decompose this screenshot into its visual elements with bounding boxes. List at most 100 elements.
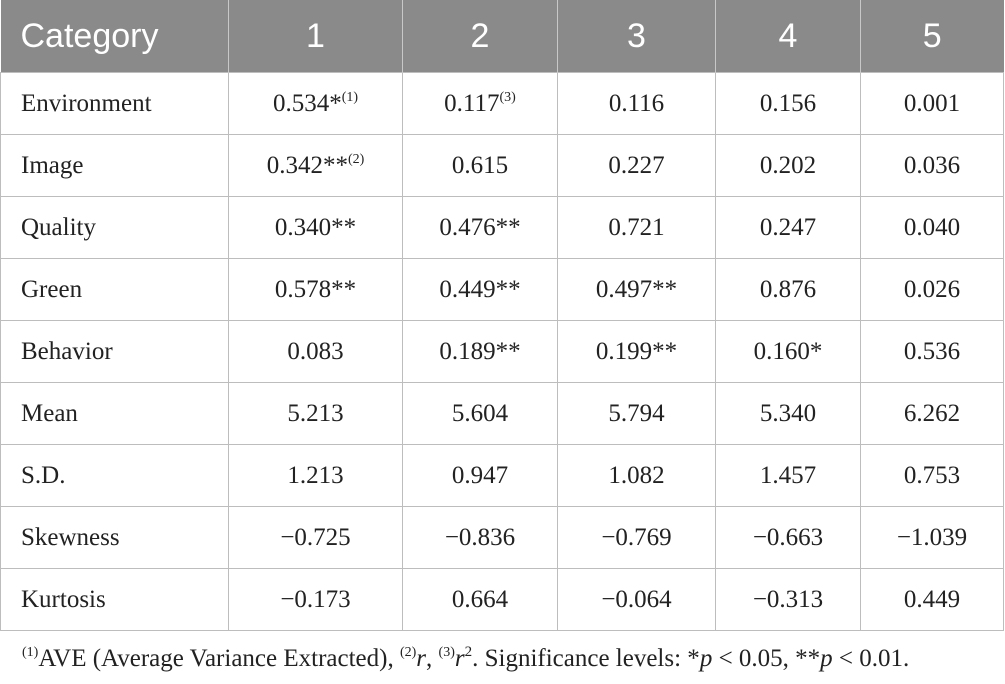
footnote-ave: AVE (Average Variance Extracted), [38,645,400,672]
footnote-r: r [416,645,427,672]
cell-value: 0.664 [451,585,509,613]
table-cell: 0.036 [860,134,1004,197]
header-col-4: 4 [715,0,861,73]
table-cell: 0.202 [715,134,861,197]
cell-value: 0.227 [608,151,665,179]
table-cell: −1.039 [860,506,1004,569]
table-cell: 6.262 [860,382,1004,445]
cell-value: 0.001 [903,89,961,117]
cell-value: 5.340 [759,399,817,427]
table-cell: 0.227 [557,134,716,197]
footnote-r-squared: r [454,645,465,672]
table-cell: 0.340** [228,196,403,259]
table-row: Skewness −0.725 −0.836 −0.769 −0.663 −1.039 [0,506,1004,569]
table-cell: 0.476** [402,196,558,259]
table-cell: 0.534*(1) [228,72,403,135]
row-label: Quality [0,196,229,259]
cell-value: 6.262 [903,399,961,427]
table-cell: 0.247 [715,196,861,259]
cell-value: 0.476** [439,213,521,241]
cell-value: −0.173 [280,585,351,613]
table-cell: −0.769 [557,506,716,569]
table-row: Kurtosis −0.173 0.664 −0.064 −0.313 0.449 [0,568,1004,631]
cell-value: 0.340** [274,213,357,241]
table-cell: 0.497** [557,258,716,321]
row-label: Behavior [0,320,229,383]
table-cell: 0.342**(2) [228,134,403,197]
cell-value: 0.247 [759,213,817,241]
table-cell: 5.604 [402,382,558,445]
cell-value: 0.947 [451,461,509,489]
cell-value: 5.794 [608,399,665,427]
cell-value: 5.604 [451,399,509,427]
row-label: Image [0,134,229,197]
table-cell: 0.083 [228,320,403,383]
table-cell: 1.213 [228,444,403,507]
table-cell: −0.725 [228,506,403,569]
cell-value: −0.064 [601,585,672,613]
table-cell: 0.189** [402,320,558,383]
row-label: S.D. [0,444,229,507]
table-cell: 0.615 [402,134,558,197]
cell-value: 0.026 [903,275,961,303]
table-footnote: (1)AVE (Average Variance Extracted), (2)… [22,645,909,673]
table-cell: 0.449** [402,258,558,321]
cell-value: 0.156 [759,89,817,117]
table-row: Behavior 0.083 0.189** 0.199** 0.160* 0.536 [0,320,1004,383]
cell-value: −0.663 [752,523,824,551]
header-col-5: 5 [860,0,1004,73]
cell-value: 0.040 [903,213,961,241]
table-cell: 0.721 [557,196,716,259]
cell-value: 0.189** [439,337,521,365]
row-label: Environment [0,72,229,135]
table-cell: 0.116 [557,72,716,135]
cell-value: 0.615 [451,151,509,179]
table-cell: 5.340 [715,382,861,445]
cell-value: 0.083 [287,337,344,365]
footnote-comma: , [426,645,439,672]
table-cell: 0.040 [860,196,1004,259]
cell-value: 0.199** [595,337,678,365]
footnote-marker-1: (1) [22,645,39,660]
header-category: Category [0,0,229,73]
footnote-marker-3: (3) [438,645,455,660]
table-cell: 0.449 [860,568,1004,631]
table-cell: 1.457 [715,444,861,507]
cell-value: 5.213 [287,399,344,427]
table-cell: −0.064 [557,568,716,631]
cell-value: −1.039 [896,523,968,551]
cell-value: 0.753 [903,461,961,489]
table-row: S.D. 1.213 0.947 1.082 1.457 0.753 [0,444,1004,507]
cell-value: 0.202 [759,151,817,179]
table-cell: 5.794 [557,382,716,445]
table-cell: 0.156 [715,72,861,135]
table-cell: −0.663 [715,506,861,569]
footnote-p1: p [699,645,713,672]
row-label: Skewness [0,506,229,569]
row-label: Green [0,258,229,321]
footnote-threshold-2: < 0.01. [832,645,910,672]
table-cell: 0.664 [402,568,558,631]
cell-value: 0.534* [272,89,342,117]
table-cell: 0.876 [715,258,861,321]
cell-value: 0.116 [608,89,665,117]
header-col-1: 1 [228,0,403,73]
cell-value: 0.449 [903,585,961,613]
table-cell: 0.753 [860,444,1004,507]
table-cell: −0.173 [228,568,403,631]
cell-footnote-marker: (1) [341,89,359,105]
table-row: Quality 0.340** 0.476** 0.721 0.247 0.040 [0,196,1004,259]
table-cell: 0.001 [860,72,1004,135]
header-col-2: 2 [402,0,558,73]
cell-value: 0.449** [439,275,521,303]
cell-value: 0.160* [753,337,823,365]
header-row: Category 1 2 3 4 5 [0,0,1004,73]
footnote-significance: . Significance levels: * [472,645,700,672]
table-cell: 0.160* [715,320,861,383]
table-row: Mean 5.213 5.604 5.794 5.340 6.262 [0,382,1004,445]
footnote-marker-2: (2) [399,645,417,660]
cell-value: −0.769 [601,523,672,551]
cell-footnote-marker: (3) [499,89,516,105]
row-label: Mean [0,382,229,445]
cell-value: 0.721 [608,213,665,241]
